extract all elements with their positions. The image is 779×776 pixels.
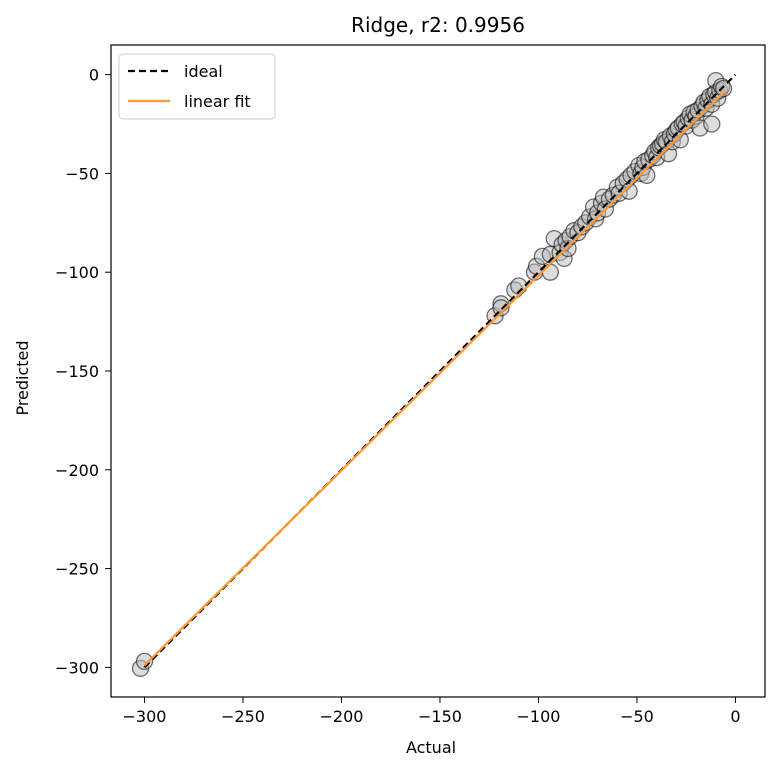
y-tick-label: −100: [55, 263, 99, 282]
x-axis-ticks: −300 −250 −200 −150 −100 −50 0: [123, 697, 741, 726]
scatter-point: [492, 299, 510, 317]
legend-ideal-label: ideal: [184, 62, 223, 81]
x-axis-label: Actual: [406, 738, 456, 757]
scatter-point: [135, 652, 154, 671]
y-tick-label: −50: [65, 164, 99, 183]
linear-fit-line: [143, 89, 727, 667]
y-tick-label: −250: [55, 560, 99, 579]
ideal-line: [143, 73, 737, 669]
y-tick-label: 0: [89, 66, 99, 85]
x-tick-label: −250: [221, 707, 265, 726]
x-tick-label: 0: [730, 707, 740, 726]
scatter-point: [703, 115, 721, 133]
legend: ideal linear fit: [118, 53, 276, 120]
x-tick-label: −200: [319, 707, 363, 726]
x-tick-label: −150: [418, 707, 462, 726]
y-tick-label: −300: [55, 658, 99, 677]
reference-lines: [143, 73, 737, 669]
x-tick-label: −50: [620, 707, 654, 726]
legend-box: [118, 53, 276, 120]
y-tick-label: −200: [55, 461, 99, 480]
scatter-point: [714, 79, 733, 98]
y-axis-label: Predicted: [13, 340, 32, 415]
chart-title: Ridge, r2: 0.9956: [351, 13, 525, 37]
y-axis-ticks: 0 −50 −100 −150 −200 −250 −300: [55, 66, 111, 677]
x-tick-label: −100: [516, 707, 560, 726]
scatter-points: [131, 71, 733, 678]
y-tick-label: −150: [55, 362, 99, 381]
legend-fit-label: linear fit: [184, 92, 251, 111]
x-tick-label: −300: [123, 707, 167, 726]
